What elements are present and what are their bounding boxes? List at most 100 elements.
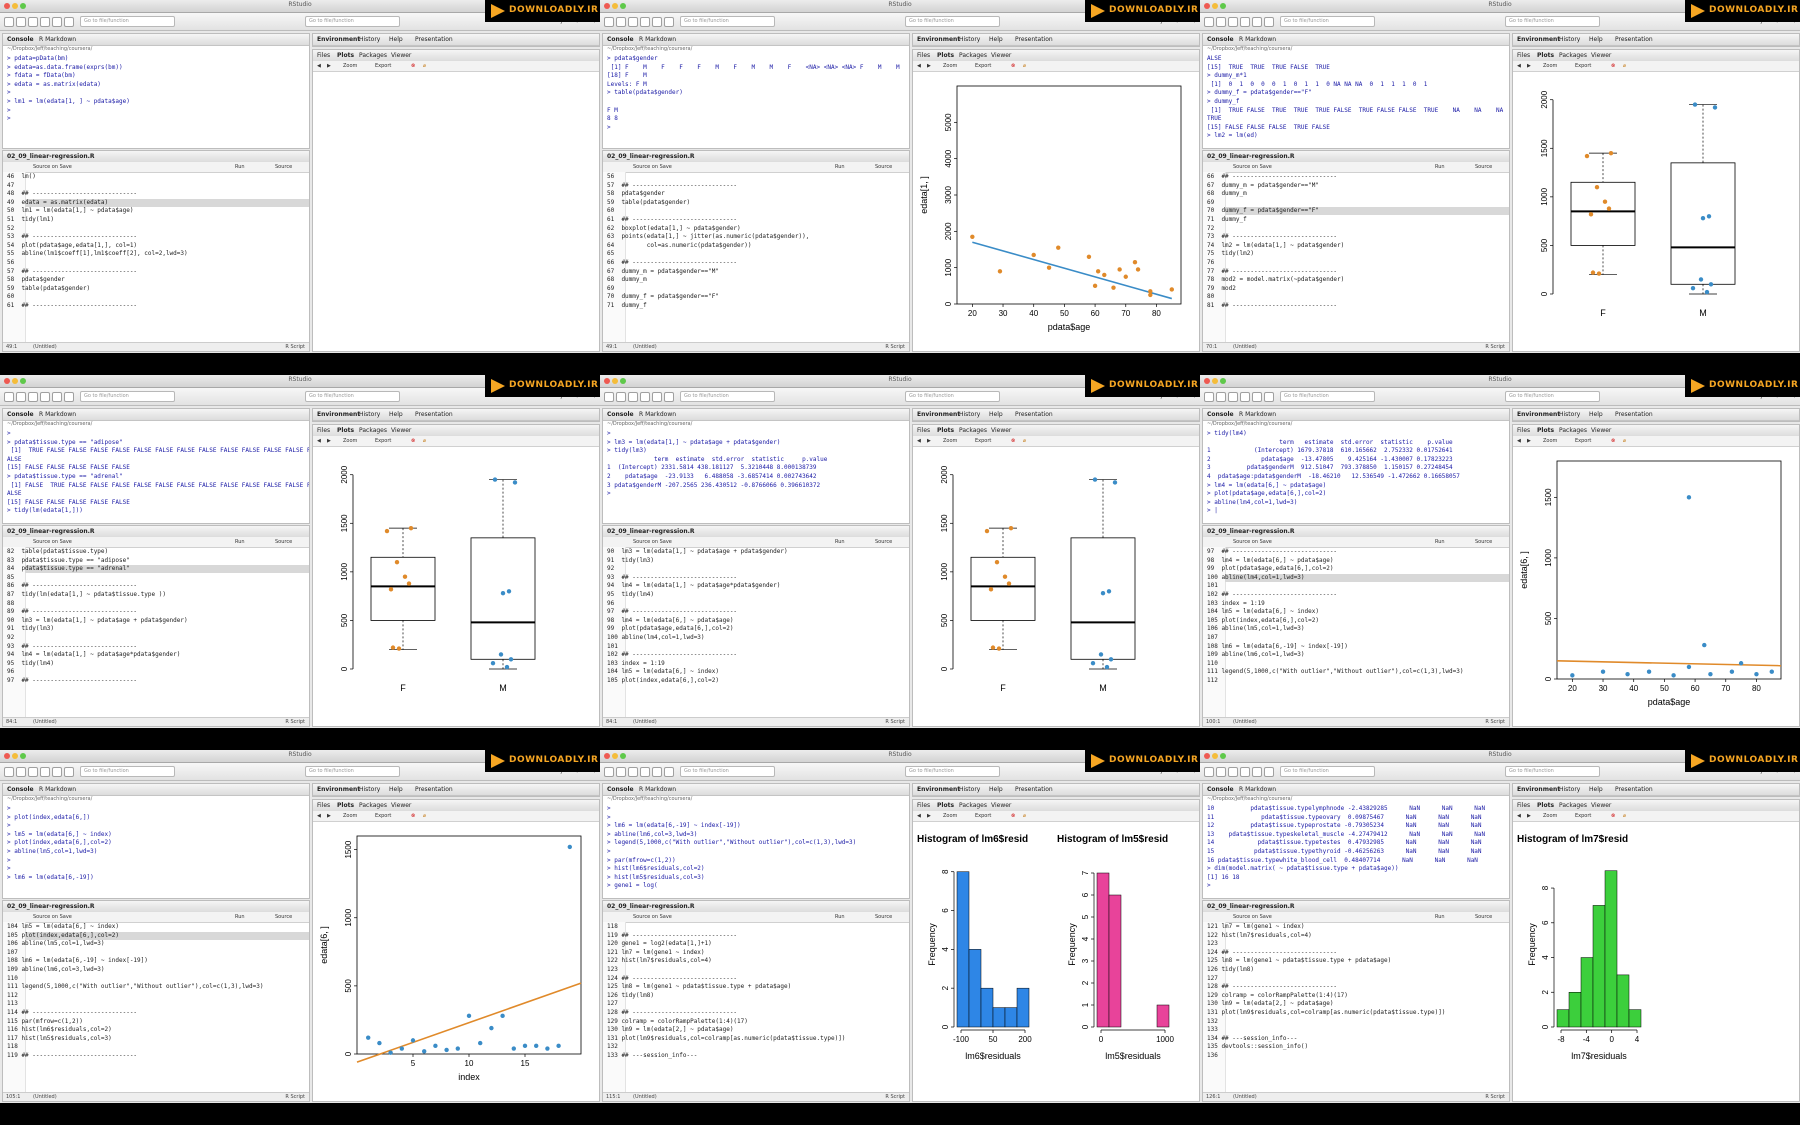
tab-viewer[interactable]: Viewer: [991, 52, 1012, 59]
tab-presentation[interactable]: Presentation: [1015, 786, 1053, 793]
toolbar-icon-3[interactable]: [28, 392, 38, 402]
toolbar-icon-2[interactable]: [616, 17, 626, 27]
close-window-button[interactable]: [1204, 753, 1210, 759]
tab-script-file[interactable]: 02_09_linear-regression.R: [7, 528, 95, 535]
zoom-button[interactable]: Zoom: [1543, 813, 1558, 819]
tab-plots[interactable]: Plots: [1537, 427, 1555, 434]
tab-presentation[interactable]: Presentation: [1015, 36, 1053, 43]
back-arrow-icon[interactable]: ◀: [1517, 63, 1521, 69]
export-button[interactable]: Export: [375, 813, 392, 819]
zoom-button[interactable]: Zoom: [943, 438, 958, 444]
toolbar-icon-3[interactable]: [1228, 17, 1238, 27]
close-window-button[interactable]: [1204, 3, 1210, 9]
tab-r-markdown[interactable]: R Markdown: [1239, 36, 1277, 43]
file-type-label[interactable]: R Script: [285, 719, 305, 725]
tab-viewer[interactable]: Viewer: [1591, 52, 1612, 59]
broom-icon[interactable]: ⌀: [423, 438, 427, 444]
close-window-button[interactable]: [1204, 378, 1210, 384]
remove-plot-icon[interactable]: ⊗: [1011, 63, 1016, 69]
source-on-save-checkbox[interactable]: Source on Save: [1233, 539, 1272, 545]
tab-files[interactable]: Files: [917, 802, 931, 809]
tab-packages[interactable]: Packages: [359, 52, 387, 59]
tab-help[interactable]: Help: [389, 36, 403, 43]
tab-packages[interactable]: Packages: [959, 52, 987, 59]
tab-r-markdown[interactable]: R Markdown: [1239, 786, 1277, 793]
zoom-window-button[interactable]: [20, 753, 26, 759]
toolbar-icon-3[interactable]: [28, 767, 38, 777]
file-type-label[interactable]: R Script: [285, 344, 305, 350]
tab-presentation[interactable]: Presentation: [1615, 36, 1653, 43]
back-arrow-icon[interactable]: ◀: [917, 813, 921, 819]
source-button[interactable]: Source: [1475, 539, 1493, 545]
remove-plot-icon[interactable]: ⊗: [1011, 813, 1016, 819]
tab-plots[interactable]: Plots: [937, 52, 955, 59]
goto-file-input-2[interactable]: Go to file/function: [905, 16, 1000, 27]
tab-history[interactable]: History: [359, 411, 381, 418]
tab-files[interactable]: Files: [917, 427, 931, 434]
zoom-window-button[interactable]: [20, 3, 26, 9]
file-type-label[interactable]: R Script: [1485, 719, 1505, 725]
export-button[interactable]: Export: [1575, 63, 1592, 69]
close-window-button[interactable]: [604, 3, 610, 9]
tab-console[interactable]: Console: [7, 411, 34, 418]
tab-presentation[interactable]: Presentation: [415, 786, 453, 793]
goto-file-input-2[interactable]: Go to file/function: [905, 766, 1000, 777]
export-button[interactable]: Export: [1575, 813, 1592, 819]
goto-file-input-2[interactable]: Go to file/function: [1505, 16, 1600, 27]
tab-help[interactable]: Help: [1589, 411, 1603, 418]
back-arrow-icon[interactable]: ◀: [917, 63, 921, 69]
file-type-label[interactable]: R Script: [285, 1094, 305, 1100]
zoom-button[interactable]: Zoom: [943, 63, 958, 69]
source-button[interactable]: Source: [275, 539, 293, 545]
tab-presentation[interactable]: Presentation: [1015, 411, 1053, 418]
source-on-save-checkbox[interactable]: Source on Save: [33, 914, 72, 920]
zoom-window-button[interactable]: [1220, 3, 1226, 9]
toolbar-icon-1[interactable]: [1204, 392, 1214, 402]
goto-file-input-2[interactable]: Go to file/function: [305, 766, 400, 777]
zoom-button[interactable]: Zoom: [343, 63, 358, 69]
forward-arrow-icon[interactable]: ▶: [927, 813, 931, 819]
toolbar-icon-5[interactable]: [652, 392, 662, 402]
toolbar-icon-1[interactable]: [1204, 767, 1214, 777]
source-on-save-checkbox[interactable]: Source on Save: [1233, 914, 1272, 920]
tab-r-markdown[interactable]: R Markdown: [39, 786, 77, 793]
broom-icon[interactable]: ⌀: [423, 813, 427, 819]
back-arrow-icon[interactable]: ◀: [317, 63, 321, 69]
toolbar-icon-6[interactable]: [664, 767, 674, 777]
toolbar-icon-5[interactable]: [1252, 392, 1262, 402]
zoom-window-button[interactable]: [1220, 378, 1226, 384]
tab-files[interactable]: Files: [1517, 427, 1531, 434]
tab-plots[interactable]: Plots: [1537, 52, 1555, 59]
tab-script-file[interactable]: 02_09_linear-regression.R: [607, 903, 695, 910]
tab-presentation[interactable]: Presentation: [415, 36, 453, 43]
run-button[interactable]: Run: [235, 539, 245, 545]
tab-console[interactable]: Console: [607, 786, 634, 793]
toolbar-icon-4[interactable]: [40, 392, 50, 402]
toolbar-icon-4[interactable]: [1240, 17, 1250, 27]
toolbar-icon-3[interactable]: [628, 17, 638, 27]
tab-files[interactable]: Files: [317, 427, 331, 434]
source-button[interactable]: Source: [875, 164, 893, 170]
tab-r-markdown[interactable]: R Markdown: [39, 36, 77, 43]
tab-console[interactable]: Console: [1207, 411, 1234, 418]
tab-environment[interactable]: Environment: [917, 411, 961, 418]
goto-file-input-2[interactable]: Go to file/function: [1505, 391, 1600, 402]
tab-history[interactable]: History: [959, 36, 981, 43]
close-window-button[interactable]: [4, 3, 10, 9]
toolbar-icon-5[interactable]: [52, 17, 62, 27]
close-window-button[interactable]: [4, 753, 10, 759]
tab-r-markdown[interactable]: R Markdown: [639, 36, 677, 43]
toolbar-icon-2[interactable]: [1216, 17, 1226, 27]
toolbar-icon-6[interactable]: [664, 392, 674, 402]
goto-file-input[interactable]: Go to file/function: [80, 391, 175, 402]
toolbar-icon-1[interactable]: [4, 392, 14, 402]
tab-files[interactable]: Files: [1517, 52, 1531, 59]
toolbar-icon-1[interactable]: [1204, 17, 1214, 27]
run-button[interactable]: Run: [235, 914, 245, 920]
toolbar-icon-2[interactable]: [1216, 392, 1226, 402]
tab-packages[interactable]: Packages: [959, 427, 987, 434]
export-button[interactable]: Export: [975, 813, 992, 819]
run-button[interactable]: Run: [835, 164, 845, 170]
goto-file-input[interactable]: Go to file/function: [1280, 16, 1375, 27]
tab-files[interactable]: Files: [917, 52, 931, 59]
